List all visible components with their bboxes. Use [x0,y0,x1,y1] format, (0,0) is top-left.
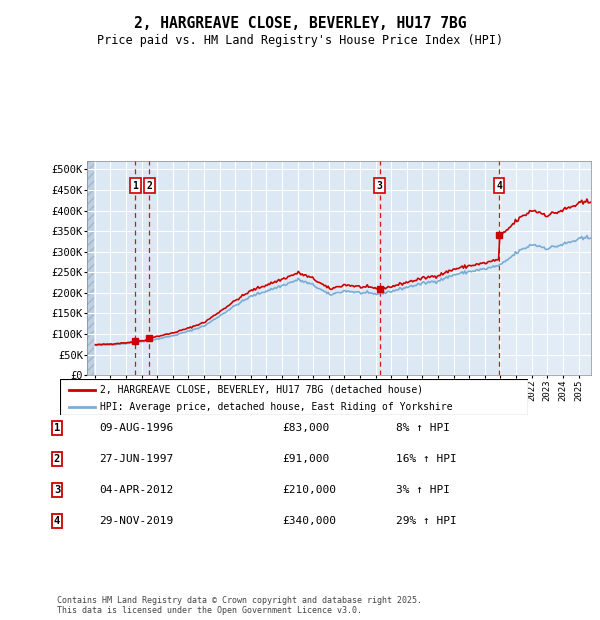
Text: 4: 4 [54,516,60,526]
Text: 8% ↑ HPI: 8% ↑ HPI [396,423,450,433]
Text: £91,000: £91,000 [282,454,329,464]
Text: 27-JUN-1997: 27-JUN-1997 [99,454,173,464]
Bar [499,161,591,375]
Text: 2, HARGREAVE CLOSE, BEVERLEY, HU17 7BG: 2, HARGREAVE CLOSE, BEVERLEY, HU17 7BG [134,16,466,30]
Text: 1: 1 [133,181,139,191]
Text: 3: 3 [54,485,60,495]
Text: 29% ↑ HPI: 29% ↑ HPI [396,516,457,526]
Text: HPI: Average price, detached house, East Riding of Yorkshire: HPI: Average price, detached house, East… [100,402,452,412]
FancyBboxPatch shape [60,379,528,415]
Text: Price paid vs. HM Land Registry's House Price Index (HPI): Price paid vs. HM Land Registry's House … [97,34,503,47]
Text: 2, HARGREAVE CLOSE, BEVERLEY, HU17 7BG (detached house): 2, HARGREAVE CLOSE, BEVERLEY, HU17 7BG (… [100,384,423,394]
Text: 16% ↑ HPI: 16% ↑ HPI [396,454,457,464]
Text: 2: 2 [54,454,60,464]
Text: 3% ↑ HPI: 3% ↑ HPI [396,485,450,495]
Text: £83,000: £83,000 [282,423,329,433]
Text: 1: 1 [54,423,60,433]
Text: £340,000: £340,000 [282,516,336,526]
Text: 3: 3 [377,181,383,191]
Text: £210,000: £210,000 [282,485,336,495]
Text: 4: 4 [496,181,502,191]
Text: 09-AUG-1996: 09-AUG-1996 [99,423,173,433]
Text: 04-APR-2012: 04-APR-2012 [99,485,173,495]
Text: Contains HM Land Registry data © Crown copyright and database right 2025.
This d: Contains HM Land Registry data © Crown c… [57,596,422,615]
Text: 2: 2 [146,181,152,191]
Text: 29-NOV-2019: 29-NOV-2019 [99,516,173,526]
